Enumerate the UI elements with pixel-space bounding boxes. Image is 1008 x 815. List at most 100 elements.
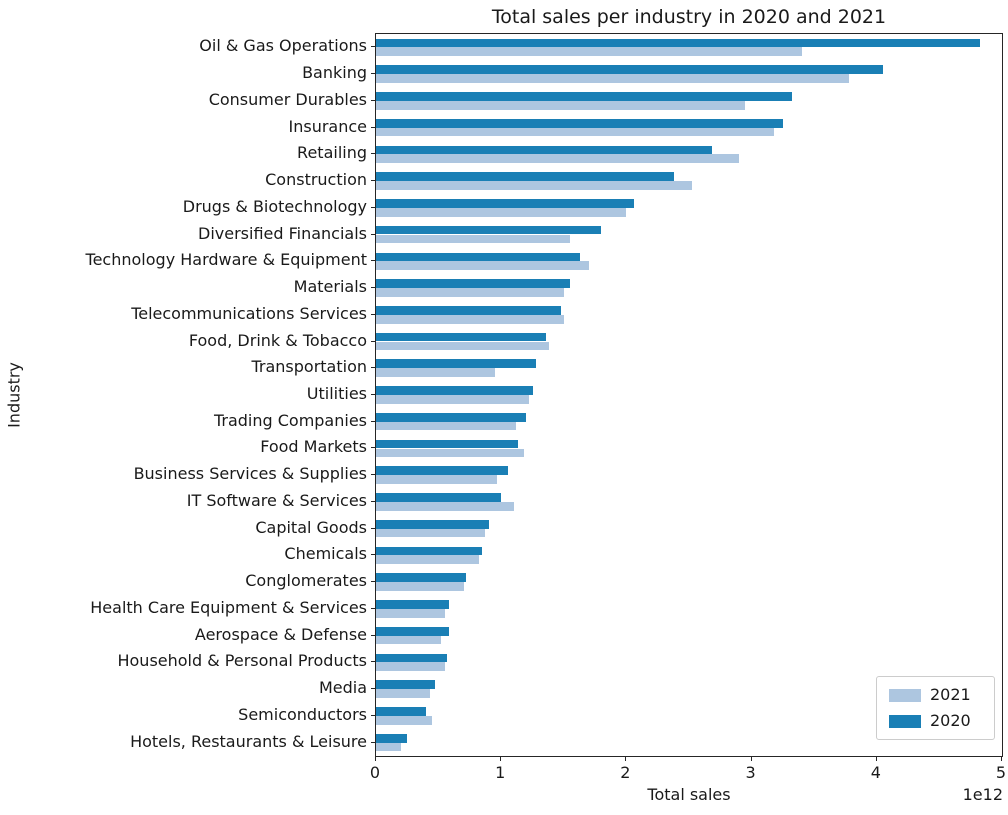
bar-2020	[376, 225, 602, 235]
bar-2020	[376, 306, 562, 315]
y-tick-label: Health Care Equipment & Services	[90, 597, 367, 617]
bar-2020	[376, 65, 884, 75]
y-tick-label: Transportation	[251, 357, 367, 377]
y-tick-label: Consumer Durables	[208, 89, 367, 109]
bar-2020	[376, 519, 489, 529]
bar-2020	[376, 546, 483, 556]
bar-2021	[376, 341, 549, 351]
bar-2021	[376, 555, 479, 565]
bar-2021	[376, 100, 746, 110]
y-tick-label: Capital Goods	[255, 517, 367, 537]
bar-2020	[376, 279, 571, 288]
bar-2021	[376, 502, 514, 511]
y-tick-label: Food Markets	[260, 437, 367, 457]
bar-2021	[376, 689, 430, 698]
bar-2021	[376, 314, 564, 324]
x-tick-label: 3	[745, 763, 756, 782]
legend-entry-2020: 2020	[889, 712, 982, 730]
bar-2021	[376, 74, 850, 83]
chart-title: Total sales per industry in 2020 and 202…	[491, 6, 887, 28]
bar-2021	[376, 662, 445, 672]
y-tick-label: Retailing	[297, 143, 367, 163]
y-tick-label: Media	[318, 678, 367, 698]
bar-2020	[376, 172, 674, 181]
y-tick-label: Aerospace & Defense	[194, 624, 367, 644]
bar-2020	[376, 118, 783, 128]
bar-2021	[376, 395, 529, 404]
y-tick-label: Technology Hardware & Equipment	[85, 250, 367, 270]
bar-2021	[376, 475, 498, 484]
legend: 2021 2020	[876, 676, 995, 740]
bar-2021	[376, 421, 517, 431]
bar-2021	[376, 261, 589, 271]
x-tick-mark	[500, 757, 502, 761]
legend-label: 2020	[930, 711, 971, 730]
x-axis-label: Total sales	[647, 785, 731, 804]
legend-swatch-2020	[889, 714, 921, 728]
bar-2021	[376, 234, 571, 244]
bar-2020	[376, 439, 518, 449]
bar-2021	[376, 154, 740, 164]
y-tick-label: Construction	[265, 170, 367, 190]
bar-2020	[376, 412, 527, 422]
x-tick-mark	[375, 757, 376, 761]
bar-2021	[376, 181, 692, 190]
x-tick-label: 5	[995, 763, 1007, 782]
x-tick-label: 2	[620, 763, 631, 782]
bar-2021	[376, 635, 442, 645]
bar-2020	[376, 600, 449, 609]
y-tick-label: Conglomerates	[245, 571, 367, 591]
legend-swatch-2021	[889, 688, 921, 702]
x-tick-label: 4	[870, 763, 881, 782]
bar-2020	[376, 38, 980, 48]
bar-2020	[376, 92, 792, 101]
legend-entry-2021: 2021	[889, 686, 982, 704]
bar-2021	[376, 47, 802, 57]
bar-2021	[376, 288, 564, 297]
bar-2020	[376, 653, 448, 663]
bar-2020	[376, 145, 712, 155]
y-tick-label: Drugs & Biotechnology	[182, 196, 367, 216]
x-tick-label: 1	[495, 763, 506, 782]
y-tick-label: Chemicals	[284, 544, 367, 564]
legend-label: 2021	[930, 685, 971, 704]
y-tick-label: IT Software & Services	[186, 490, 367, 510]
x-tick-mark	[875, 757, 877, 761]
bar-2020	[376, 680, 435, 690]
bar-2020	[376, 626, 449, 636]
y-tick-label: Utilities	[306, 384, 367, 403]
bar-2021	[376, 608, 445, 618]
bar-2020	[376, 252, 581, 262]
y-tick-label: Materials	[293, 277, 367, 297]
bar-2021	[376, 582, 464, 591]
bar-2021	[376, 448, 524, 458]
bar-2020	[376, 386, 533, 395]
x-tick-mark	[625, 757, 627, 761]
x-tick-mark	[1001, 757, 1002, 761]
y-tick-label: Trading Companies	[213, 410, 367, 430]
x-tick-mark	[750, 757, 752, 761]
y-tick-labels: Oil & Gas Operations Banking Consumer Dura…	[0, 0, 367, 815]
bar-2020	[376, 707, 427, 716]
y-tick-label: Food, Drink & Tobacco	[188, 330, 367, 350]
bar-2021	[376, 127, 775, 137]
y-tick-label: Diversified Financials	[198, 223, 367, 243]
axis-offset-text: 1e12	[962, 785, 1003, 804]
bar-2021	[376, 368, 495, 378]
y-tick-label: Semiconductors	[238, 704, 367, 724]
plot-area	[375, 33, 1003, 757]
bar-2020	[376, 332, 547, 342]
bar-2021	[376, 207, 627, 217]
bar-2020	[376, 199, 634, 208]
y-tick-label: Business Services & Supplies	[133, 464, 367, 484]
bar-2020	[376, 493, 502, 502]
y-tick-label: Insurance	[288, 116, 368, 136]
bar-2020	[376, 573, 467, 583]
y-tick-label: Household & Personal Products	[117, 651, 367, 671]
y-tick-label: Telecommunications Services	[131, 303, 367, 323]
y-tick-label: Oil & Gas Operations	[199, 36, 367, 56]
y-tick-label: Banking	[302, 63, 367, 83]
bar-2020	[376, 359, 537, 369]
bar-2021	[376, 528, 485, 538]
